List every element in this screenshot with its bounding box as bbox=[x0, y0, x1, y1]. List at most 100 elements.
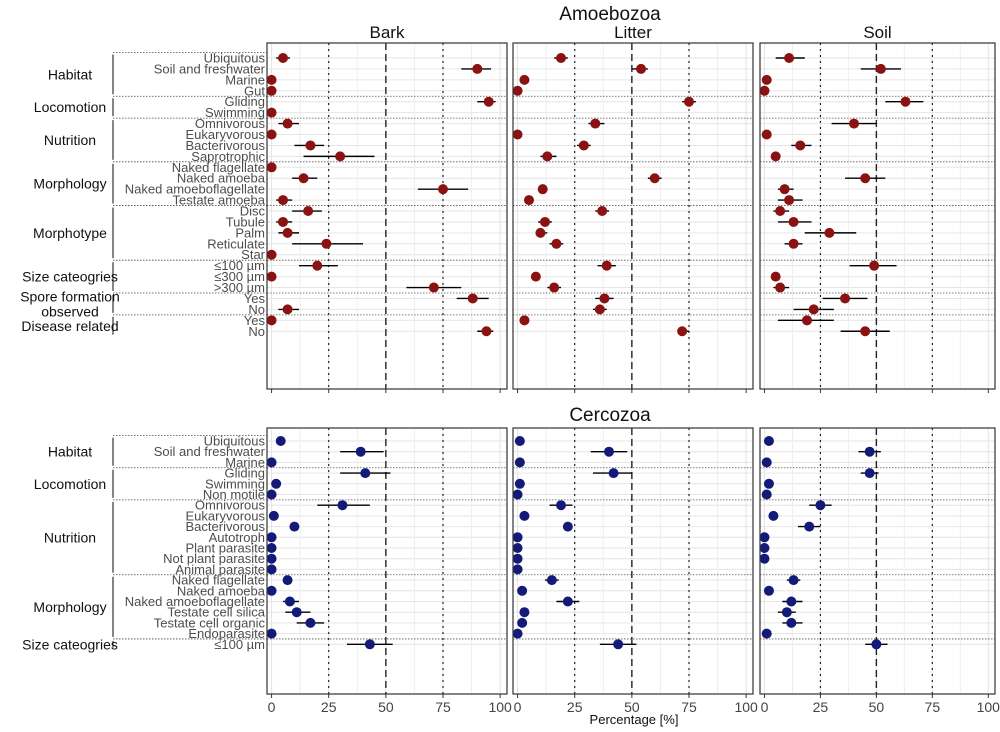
data-point bbox=[530, 271, 541, 282]
data-point bbox=[768, 510, 779, 521]
data-point bbox=[512, 532, 523, 543]
data-point bbox=[512, 543, 523, 553]
data-point bbox=[472, 63, 483, 74]
row-label: Naked flagellate bbox=[172, 573, 265, 588]
row-label: Ubiquitous bbox=[204, 434, 266, 449]
data-point bbox=[869, 260, 880, 271]
data-point bbox=[289, 521, 300, 532]
data-point bbox=[677, 326, 688, 337]
row-label: Gliding bbox=[225, 466, 265, 481]
data-point bbox=[266, 585, 277, 596]
row-label: Ubiquitous bbox=[204, 51, 266, 66]
x-tick-label: 100 bbox=[488, 699, 512, 715]
data-point bbox=[266, 85, 277, 96]
data-point bbox=[759, 543, 770, 553]
data-point bbox=[781, 607, 792, 618]
data-point bbox=[519, 315, 530, 326]
data-point bbox=[786, 617, 797, 628]
facet-frame bbox=[512, 42, 754, 390]
data-point bbox=[438, 184, 448, 195]
group-label: Habitat bbox=[48, 66, 92, 82]
x-tick-label: 0 bbox=[268, 699, 276, 715]
row-label: Not plant parasite bbox=[163, 551, 265, 566]
row-label: Naked flagellate bbox=[172, 160, 265, 175]
data-point bbox=[284, 596, 295, 607]
data-point bbox=[519, 74, 530, 85]
x-tick-label: 75 bbox=[681, 699, 697, 715]
data-point bbox=[282, 575, 293, 586]
data-point bbox=[266, 315, 277, 326]
facet-cercozoa-litter: 0 25 50 75 100 bbox=[512, 427, 758, 715]
row-label: Testate cell organic bbox=[154, 615, 266, 630]
data-point bbox=[364, 639, 375, 650]
data-point bbox=[849, 118, 859, 129]
x-tick-label: 0 bbox=[514, 699, 522, 715]
data-point bbox=[266, 107, 277, 118]
row-label: Naked amoeboflagellate bbox=[125, 594, 265, 609]
data-point bbox=[900, 96, 911, 107]
data-point bbox=[537, 184, 548, 195]
data-point bbox=[275, 436, 286, 446]
row-label: ≤300 µm bbox=[214, 269, 265, 284]
x-tick-label: 100 bbox=[734, 699, 758, 715]
data-point bbox=[524, 195, 534, 206]
data-point bbox=[784, 195, 795, 206]
data-point bbox=[599, 293, 610, 304]
group-label: Nutrition bbox=[44, 132, 96, 148]
data-point bbox=[763, 585, 774, 596]
row-label: ≤100 µm bbox=[214, 637, 265, 652]
data-point bbox=[542, 151, 553, 162]
data-point bbox=[761, 457, 772, 468]
facet-amoebozoa-litter bbox=[512, 42, 754, 393]
data-point bbox=[321, 238, 332, 249]
data-point bbox=[278, 53, 288, 63]
data-point bbox=[763, 478, 774, 489]
data-point bbox=[519, 510, 530, 521]
data-point bbox=[266, 249, 277, 260]
x-tick-label: 50 bbox=[624, 699, 640, 715]
data-point bbox=[759, 532, 770, 543]
x-tick-label: 75 bbox=[925, 699, 941, 715]
row-label: Disc bbox=[240, 204, 266, 219]
data-point bbox=[546, 575, 557, 586]
facet-amoebozoa-bark bbox=[266, 42, 508, 393]
data-point bbox=[517, 585, 528, 596]
data-point bbox=[282, 304, 293, 315]
row-label: Star bbox=[241, 247, 266, 262]
data-point bbox=[266, 489, 277, 500]
data-point bbox=[860, 326, 871, 337]
data-point bbox=[815, 500, 826, 511]
row-label: Reticulate bbox=[207, 236, 265, 251]
data-point bbox=[360, 468, 371, 479]
row-label: Autotroph bbox=[209, 530, 265, 545]
data-point bbox=[578, 140, 589, 151]
group-label: Size cateogries bbox=[22, 636, 118, 652]
data-point bbox=[770, 271, 781, 282]
data-point bbox=[512, 628, 523, 639]
data-point bbox=[266, 457, 277, 468]
group-label: Morphology bbox=[33, 176, 106, 192]
data-point bbox=[282, 118, 293, 129]
data-point bbox=[824, 227, 835, 238]
column-title: Litter bbox=[614, 23, 652, 42]
column-title: Bark bbox=[370, 23, 405, 42]
data-point bbox=[467, 293, 478, 304]
row-label: Marine bbox=[225, 455, 265, 470]
row-label: Eukaryvorous bbox=[186, 127, 266, 142]
panel-title: Amoebozoa bbox=[559, 4, 661, 25]
data-point bbox=[608, 468, 619, 479]
panel-title: Cercozoa bbox=[569, 405, 651, 426]
x-tick-label: 75 bbox=[435, 699, 451, 715]
data-point bbox=[775, 282, 786, 293]
data-point bbox=[804, 521, 815, 532]
data-point bbox=[875, 63, 886, 74]
row-label: Animal parasite bbox=[175, 562, 265, 577]
data-point bbox=[788, 216, 799, 227]
row-label: Swimming bbox=[205, 105, 265, 120]
data-point bbox=[770, 151, 781, 162]
facet-frame bbox=[266, 42, 508, 390]
row-label: Endoparasite bbox=[188, 626, 265, 641]
data-point bbox=[649, 173, 660, 184]
